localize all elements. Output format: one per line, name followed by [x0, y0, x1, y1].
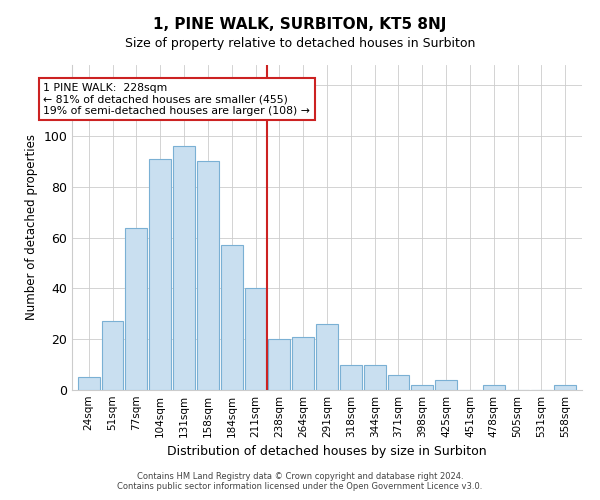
Bar: [173, 146, 195, 390]
Bar: [316, 324, 338, 390]
Bar: [435, 380, 457, 390]
Text: 1, PINE WALK, SURBITON, KT5 8NJ: 1, PINE WALK, SURBITON, KT5 8NJ: [154, 18, 446, 32]
Bar: [292, 336, 314, 390]
Bar: [388, 375, 409, 390]
Text: Contains HM Land Registry data © Crown copyright and database right 2024.: Contains HM Land Registry data © Crown c…: [137, 472, 463, 481]
X-axis label: Distribution of detached houses by size in Surbiton: Distribution of detached houses by size …: [167, 446, 487, 458]
Bar: [149, 159, 171, 390]
Bar: [245, 288, 266, 390]
Bar: [268, 339, 290, 390]
Bar: [101, 322, 124, 390]
Y-axis label: Number of detached properties: Number of detached properties: [25, 134, 38, 320]
Bar: [483, 385, 505, 390]
Bar: [554, 385, 576, 390]
Text: Contains public sector information licensed under the Open Government Licence v3: Contains public sector information licen…: [118, 482, 482, 491]
Bar: [197, 162, 219, 390]
Bar: [412, 385, 433, 390]
Bar: [125, 228, 148, 390]
Bar: [221, 246, 242, 390]
Text: 1 PINE WALK:  228sqm
← 81% of detached houses are smaller (455)
19% of semi-deta: 1 PINE WALK: 228sqm ← 81% of detached ho…: [43, 83, 310, 116]
Bar: [340, 364, 362, 390]
Bar: [364, 364, 386, 390]
Text: Size of property relative to detached houses in Surbiton: Size of property relative to detached ho…: [125, 38, 475, 51]
Bar: [78, 378, 100, 390]
